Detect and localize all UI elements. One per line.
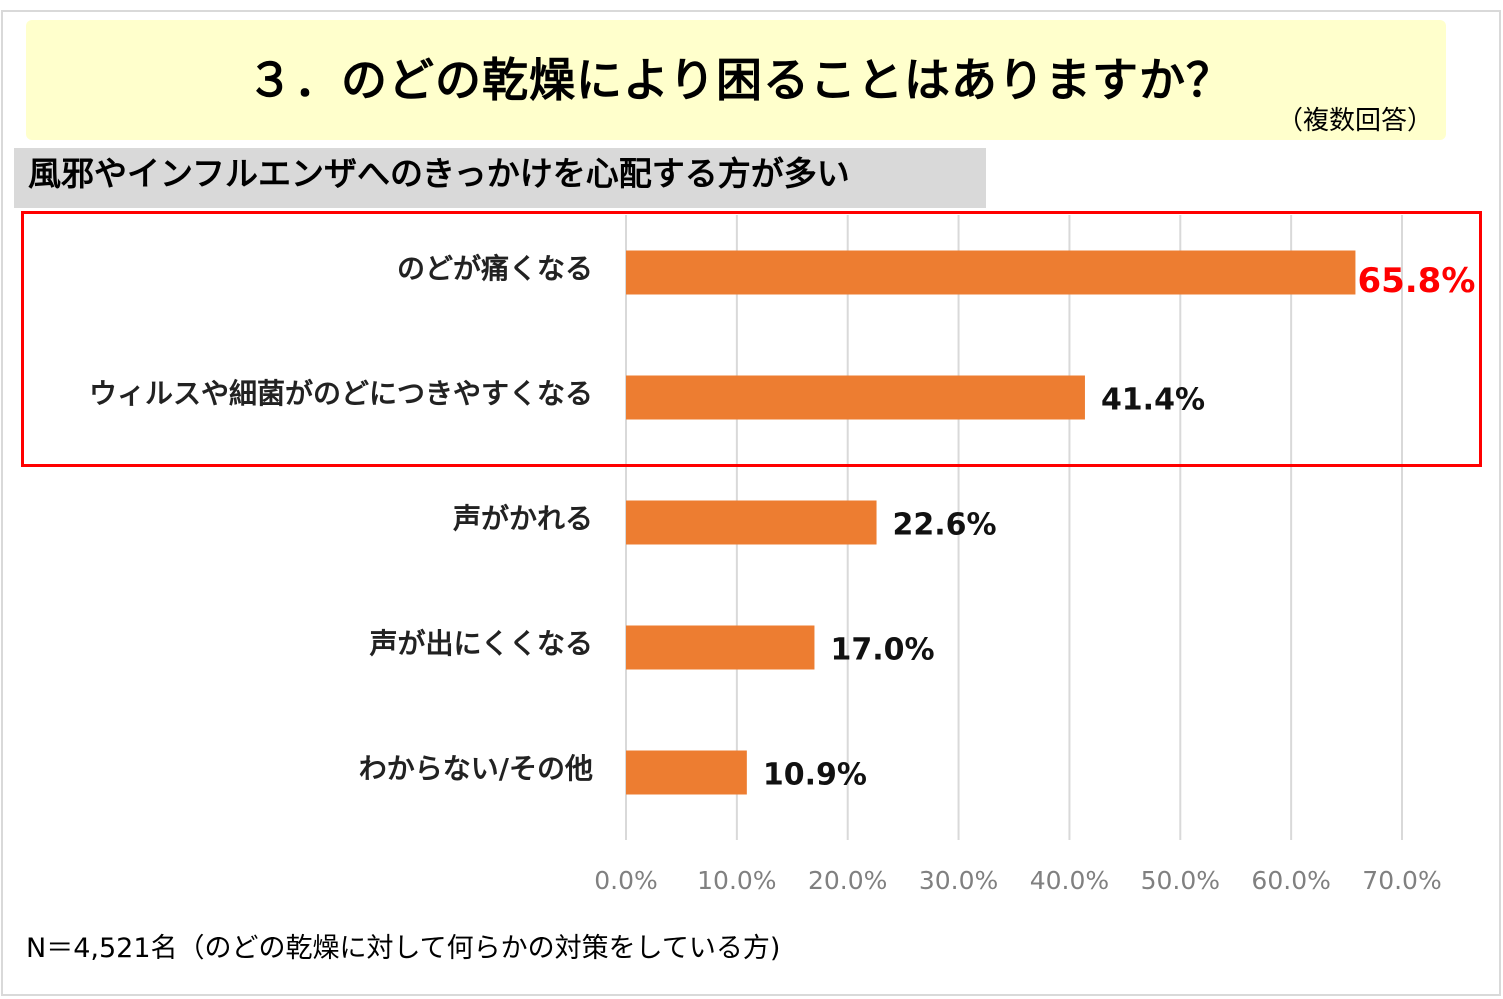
value-label: 65.8% bbox=[1357, 260, 1476, 301]
category-label: ウィルスや細菌がのどにつきやすくなる bbox=[88, 376, 593, 410]
category-label: 声が出にくくなる bbox=[369, 626, 593, 660]
x-tick-label: 10.0% bbox=[697, 866, 777, 895]
x-tick-label: 20.0% bbox=[807, 866, 888, 895]
headline: 風邪やインフルエンザへのきっかけを心配する方が多い bbox=[14, 148, 986, 208]
bar bbox=[626, 625, 815, 670]
sample-size-note: N＝4,521名（のどの乾燥に対して何らかの対策をしている方) bbox=[26, 933, 781, 964]
x-tick-label: 0.0% bbox=[594, 866, 658, 895]
category-label: のどが痛くなる bbox=[396, 251, 593, 285]
value-label: 17.0% bbox=[830, 632, 935, 667]
highlight-box bbox=[21, 211, 1482, 467]
category-label: わからない/その他 bbox=[358, 751, 593, 785]
x-tick-label: 30.0% bbox=[918, 866, 999, 895]
page-title: ３．のどの乾燥により困ることはありますか？ bbox=[246, 53, 1234, 107]
multiple-answer-note: （複数回答） bbox=[1276, 106, 1433, 136]
x-tick-label: 50.0% bbox=[1140, 866, 1220, 895]
title-banner bbox=[26, 20, 1446, 140]
bar bbox=[626, 500, 877, 545]
bar bbox=[626, 750, 747, 795]
bar bbox=[626, 375, 1085, 420]
category-label: 声がかれる bbox=[452, 501, 593, 535]
x-tick-label: 60.0% bbox=[1251, 866, 1331, 895]
slide-frame bbox=[1, 10, 1501, 996]
x-tick-label: 70.0% bbox=[1362, 866, 1442, 895]
bar bbox=[626, 250, 1356, 295]
value-label: 41.4% bbox=[1100, 382, 1206, 417]
value-label: 22.6% bbox=[892, 507, 997, 542]
value-label: 10.9% bbox=[762, 757, 867, 792]
x-tick-label: 40.0% bbox=[1029, 866, 1110, 895]
